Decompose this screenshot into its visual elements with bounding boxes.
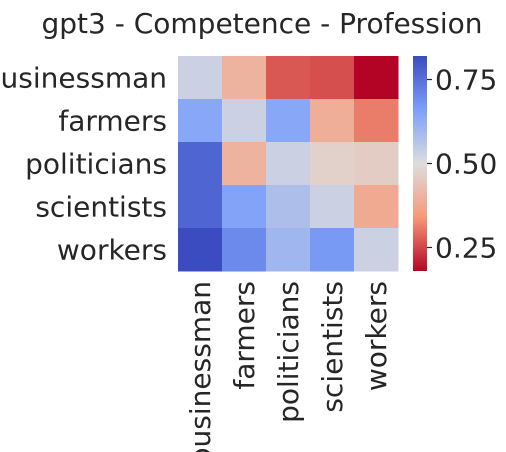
heatmap-cell <box>266 142 311 186</box>
row-label: scientists <box>35 191 167 224</box>
heatmap-cell <box>222 228 267 272</box>
column-label: scientists <box>316 281 349 413</box>
column-labels: businessman farmers politicians scientists w… <box>184 281 393 452</box>
heatmap-cell <box>310 99 355 143</box>
heatmap-cell <box>266 185 311 229</box>
colorbar-tick-label: 0.25 <box>435 231 497 264</box>
heatmap-cell <box>266 228 311 272</box>
heatmap-cell <box>354 56 399 100</box>
heatmap-cell <box>354 99 399 143</box>
colorbar-tick-label: 0.50 <box>435 148 497 181</box>
heatmap-cell <box>178 56 223 100</box>
heatmap-cell <box>354 228 399 272</box>
heatmap-cell <box>310 185 355 229</box>
heatmap-cell <box>266 99 311 143</box>
heatmap-cell <box>178 185 223 229</box>
heatmap-cell <box>222 56 267 100</box>
heatmap-cell <box>354 142 399 186</box>
heatmap-cells <box>178 56 399 272</box>
heatmap-cell <box>178 99 223 143</box>
row-label: farmers <box>58 105 167 138</box>
column-label: workers <box>360 281 393 391</box>
colorbar-tick-label: 0.75 <box>435 64 497 97</box>
row-label: businessman <box>0 62 167 95</box>
heatmap-cell <box>310 228 355 272</box>
heatmap-cell <box>222 185 267 229</box>
heatmap-cell <box>178 228 223 272</box>
row-label: politicians <box>25 148 167 181</box>
row-labels: businessman farmers politicians scientists w… <box>0 62 167 267</box>
column-label: politicians <box>272 281 305 423</box>
heatmap-cell <box>178 142 223 186</box>
heatmap-cell <box>222 142 267 186</box>
heatmap-cell <box>310 56 355 100</box>
column-label: farmers <box>228 281 261 390</box>
colorbar: 0.25 0.50 0.75 <box>413 56 497 271</box>
heatmap-cell <box>354 185 399 229</box>
colorbar-gradient <box>413 56 427 271</box>
column-label: businessman <box>184 281 217 452</box>
heatmap-cell <box>266 56 311 100</box>
chart-title: gpt3 - Competence - Profession <box>41 7 482 40</box>
row-label: workers <box>57 234 167 267</box>
heatmap-cell <box>310 142 355 186</box>
heatmap-cell <box>222 99 267 143</box>
